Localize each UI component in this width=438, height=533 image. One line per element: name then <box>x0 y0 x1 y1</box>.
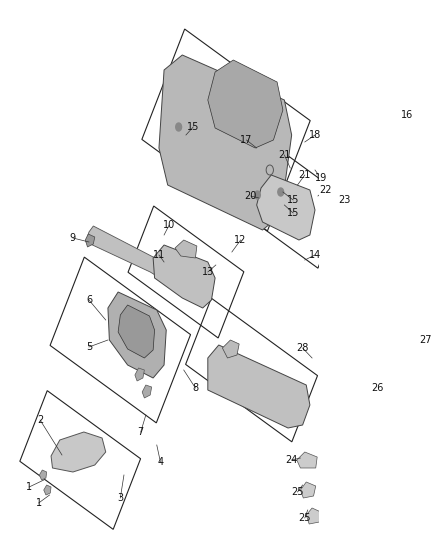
Text: 2: 2 <box>37 415 43 425</box>
Text: 15: 15 <box>287 195 299 205</box>
Circle shape <box>254 191 260 199</box>
Polygon shape <box>223 340 239 358</box>
Polygon shape <box>108 292 166 378</box>
Polygon shape <box>208 60 283 148</box>
Text: 5: 5 <box>86 342 92 352</box>
Text: 21: 21 <box>278 150 290 160</box>
Polygon shape <box>153 245 215 308</box>
Polygon shape <box>51 432 106 472</box>
Polygon shape <box>118 305 155 358</box>
Text: 21: 21 <box>299 170 311 180</box>
Text: 8: 8 <box>192 383 198 393</box>
Polygon shape <box>257 175 315 240</box>
Text: 26: 26 <box>371 383 384 393</box>
Polygon shape <box>44 485 51 495</box>
Text: 1: 1 <box>35 498 42 508</box>
Text: 14: 14 <box>309 250 321 260</box>
Polygon shape <box>159 55 292 230</box>
Polygon shape <box>175 240 197 258</box>
Text: 20: 20 <box>245 191 257 201</box>
Polygon shape <box>208 345 310 428</box>
Polygon shape <box>297 452 317 468</box>
Polygon shape <box>85 234 95 247</box>
Text: 11: 11 <box>153 250 165 260</box>
Circle shape <box>278 188 284 196</box>
Text: 12: 12 <box>234 235 247 245</box>
Polygon shape <box>86 226 162 276</box>
Text: 13: 13 <box>201 267 214 277</box>
Text: 15: 15 <box>287 208 299 218</box>
Text: 18: 18 <box>309 130 321 140</box>
Text: 27: 27 <box>419 335 431 345</box>
Text: 9: 9 <box>70 233 76 243</box>
Circle shape <box>176 123 182 131</box>
Text: 15: 15 <box>187 122 199 132</box>
Polygon shape <box>135 368 145 381</box>
Text: 19: 19 <box>315 173 327 183</box>
Polygon shape <box>300 482 316 498</box>
Text: 28: 28 <box>297 343 309 353</box>
Polygon shape <box>39 470 47 480</box>
Text: 3: 3 <box>117 493 124 503</box>
Polygon shape <box>306 508 321 524</box>
Text: 22: 22 <box>319 185 332 195</box>
Text: 17: 17 <box>240 135 253 145</box>
Text: 25: 25 <box>299 513 311 523</box>
Text: 16: 16 <box>401 110 413 120</box>
Polygon shape <box>142 385 152 398</box>
Text: 25: 25 <box>291 487 304 497</box>
Text: 24: 24 <box>286 455 298 465</box>
Text: 7: 7 <box>138 427 144 437</box>
Text: 23: 23 <box>339 195 351 205</box>
Text: 4: 4 <box>157 457 163 467</box>
Text: 6: 6 <box>86 295 92 305</box>
Text: 1: 1 <box>26 482 32 492</box>
Text: 10: 10 <box>163 220 175 230</box>
